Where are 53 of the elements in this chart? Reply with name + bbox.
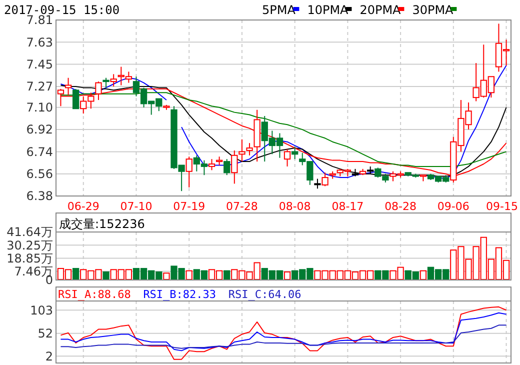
- text: RSI_B:82.33: [143, 288, 216, 301]
- y-tick-label: 7.27: [26, 80, 53, 94]
- candlestick: [284, 148, 291, 167]
- candlestick: [186, 156, 192, 188]
- x-tick-label: 09-15: [486, 200, 518, 213]
- x-tick-label: 09-06: [437, 200, 470, 213]
- candlestick: [238, 138, 246, 162]
- candlestick: [231, 150, 238, 184]
- x-tick-label: 08-28: [384, 200, 417, 213]
- y-tick-label: 52: [38, 326, 53, 341]
- bar: [420, 270, 427, 280]
- y-tick-label: 7.63: [26, 35, 53, 50]
- bar: [102, 271, 110, 280]
- candlestick: [72, 88, 80, 110]
- candlestick: [291, 146, 298, 160]
- line-series: [60, 312, 507, 352]
- legend-label: 20PMA: [360, 3, 402, 17]
- bar: [163, 272, 170, 280]
- y-tick-label: 2: [45, 349, 53, 364]
- line-series: [60, 324, 507, 349]
- candlestick: [208, 158, 216, 171]
- y-tick-label: 41.64万: [6, 225, 53, 240]
- y-tick-label: 6.38: [26, 189, 53, 204]
- x-tick-label: 06-29: [67, 200, 100, 213]
- candlestick: [110, 74, 117, 87]
- legend-label: 10PMA: [307, 3, 350, 17]
- text: RSI_A:88.68: [58, 288, 131, 301]
- bar: [224, 270, 230, 280]
- chart-title: 成交量:152236: [59, 217, 145, 231]
- y-tick-label: 7.10: [26, 100, 53, 115]
- legend-label: 30PMA: [412, 3, 454, 17]
- text: RSI_C:64.06: [228, 288, 302, 301]
- candlestick: [224, 158, 230, 176]
- y-tick-label: 6.92: [26, 122, 53, 137]
- x-tick-label: 07-10: [120, 200, 152, 213]
- y-tick-label: 18.85万: [6, 251, 53, 266]
- line-series: [60, 306, 507, 360]
- candlestick: [246, 142, 253, 156]
- y-tick-label: 6.74: [26, 144, 53, 159]
- y-tick-label: 6.56: [26, 167, 53, 182]
- candlestick: [102, 77, 110, 88]
- x-tick-label: 08-08: [278, 200, 311, 213]
- x-tick-label: 07-19: [173, 200, 206, 213]
- y-tick-label: 103: [30, 303, 53, 318]
- bar: [186, 270, 192, 280]
- bar: [284, 271, 291, 280]
- x-tick-label: 08-17: [332, 200, 364, 213]
- y-tick-label: 30.25万: [6, 238, 53, 252]
- x-tick-label: 07-28: [226, 200, 258, 213]
- y-tick-label: 7.81: [26, 13, 53, 28]
- bar: [72, 268, 80, 280]
- y-tick-label: 7.45: [26, 58, 53, 72]
- legend-label: 5PMA: [262, 3, 296, 17]
